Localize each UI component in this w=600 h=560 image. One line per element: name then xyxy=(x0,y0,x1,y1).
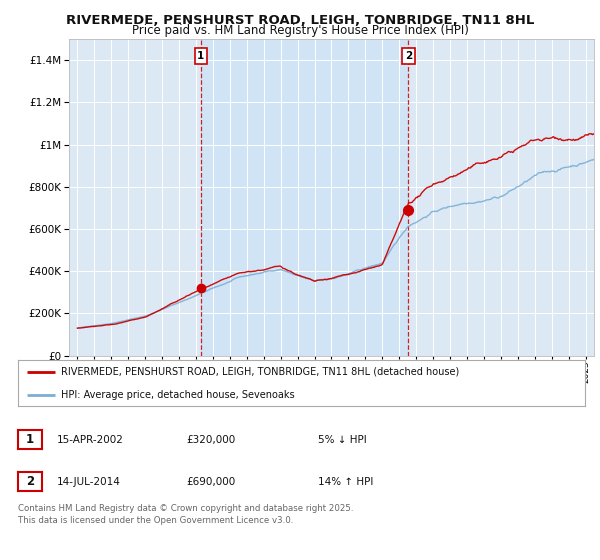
Text: 1: 1 xyxy=(197,51,205,61)
Text: 14% ↑ HPI: 14% ↑ HPI xyxy=(318,477,373,487)
Bar xyxy=(201,39,409,356)
Text: 15-APR-2002: 15-APR-2002 xyxy=(57,435,124,445)
Text: 5% ↓ HPI: 5% ↓ HPI xyxy=(318,435,367,445)
Text: Contains HM Land Registry data © Crown copyright and database right 2025.
This d: Contains HM Land Registry data © Crown c… xyxy=(18,504,353,525)
Text: RIVERMEDE, PENSHURST ROAD, LEIGH, TONBRIDGE, TN11 8HL (detached house): RIVERMEDE, PENSHURST ROAD, LEIGH, TONBRI… xyxy=(61,367,459,376)
Text: £690,000: £690,000 xyxy=(186,477,235,487)
Text: Price paid vs. HM Land Registry's House Price Index (HPI): Price paid vs. HM Land Registry's House … xyxy=(131,24,469,37)
Text: 2: 2 xyxy=(405,51,412,61)
Text: 2: 2 xyxy=(26,475,34,488)
Text: RIVERMEDE, PENSHURST ROAD, LEIGH, TONBRIDGE, TN11 8HL: RIVERMEDE, PENSHURST ROAD, LEIGH, TONBRI… xyxy=(66,14,534,27)
Text: HPI: Average price, detached house, Sevenoaks: HPI: Average price, detached house, Seve… xyxy=(61,390,294,399)
Text: 14-JUL-2014: 14-JUL-2014 xyxy=(57,477,121,487)
Text: 1: 1 xyxy=(26,433,34,446)
Text: £320,000: £320,000 xyxy=(186,435,235,445)
